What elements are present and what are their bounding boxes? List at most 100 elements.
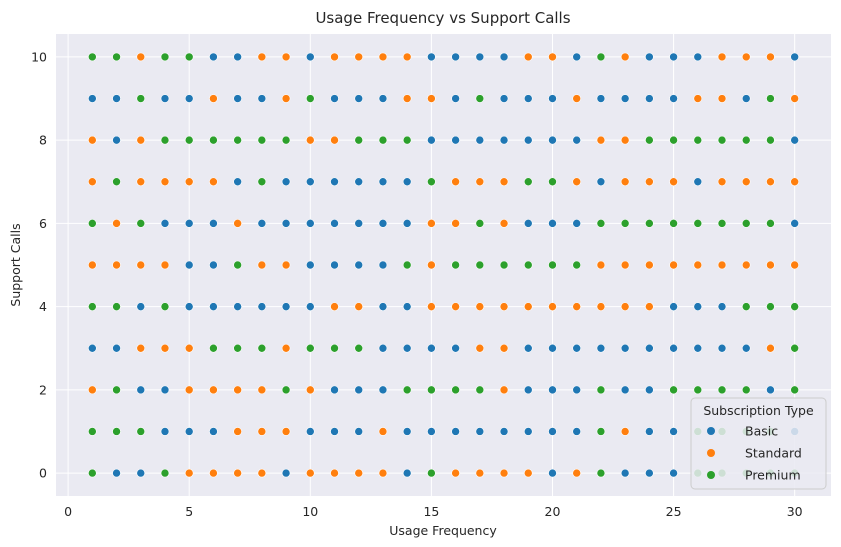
point-standard: [427, 94, 436, 103]
point-premium: [741, 219, 751, 228]
point-basic: [257, 94, 267, 103]
point-basic: [160, 94, 170, 103]
point-basic: [354, 219, 364, 228]
point-premium: [669, 219, 678, 228]
point-standard: [88, 260, 97, 270]
point-premium: [790, 385, 799, 395]
point-basic: [790, 219, 799, 228]
point-basic: [645, 427, 654, 436]
point-standard: [184, 385, 194, 395]
point-basic: [160, 385, 170, 395]
point-standard: [790, 260, 799, 270]
point-basic: [572, 427, 582, 436]
point-premium: [548, 177, 557, 187]
x-tick-label: 5: [185, 504, 193, 519]
point-premium: [717, 385, 727, 395]
point-basic: [209, 219, 218, 228]
point-premium: [136, 94, 146, 103]
point-premium: [669, 385, 678, 395]
point-standard: [330, 135, 339, 145]
point-premium: [88, 468, 97, 478]
point-basic: [88, 94, 97, 103]
point-standard: [475, 343, 485, 353]
point-basic: [620, 468, 630, 478]
legend: Subscription Type Basic Standard Premium: [690, 397, 827, 490]
point-standard: [620, 260, 630, 270]
point-standard: [766, 260, 775, 270]
point-basic: [741, 343, 751, 353]
point-basic: [136, 302, 146, 311]
point-standard: [88, 135, 97, 145]
data-points: [88, 52, 799, 478]
point-basic: [209, 260, 218, 270]
point-basic: [523, 94, 533, 103]
point-premium: [427, 385, 436, 395]
point-premium: [427, 177, 436, 187]
point-basic: [572, 135, 582, 145]
point-standard: [136, 177, 146, 187]
x-tick-label: 20: [545, 504, 561, 519]
point-standard: [305, 468, 315, 478]
point-basic: [693, 343, 703, 353]
point-standard: [184, 177, 194, 187]
point-basic: [572, 219, 582, 228]
point-standard: [427, 302, 436, 311]
point-basic: [281, 468, 291, 478]
point-basic: [669, 94, 678, 103]
point-basic: [402, 177, 412, 187]
point-basic: [209, 427, 218, 436]
point-basic: [112, 135, 121, 145]
point-premium: [330, 343, 339, 353]
point-premium: [741, 385, 751, 395]
point-basic: [596, 177, 606, 187]
point-standard: [741, 52, 751, 62]
point-basic: [548, 343, 557, 353]
point-basic: [572, 343, 582, 353]
point-standard: [184, 468, 194, 478]
point-basic: [572, 385, 582, 395]
point-basic: [451, 135, 460, 145]
point-premium: [257, 343, 267, 353]
point-basic: [257, 302, 267, 311]
point-basic: [402, 343, 412, 353]
point-basic: [354, 260, 364, 270]
x-tick-label: 15: [423, 504, 439, 519]
point-basic: [645, 385, 654, 395]
point-premium: [112, 177, 121, 187]
point-standard: [741, 177, 751, 187]
point-basic: [693, 52, 703, 62]
point-premium: [523, 260, 533, 270]
point-basic: [499, 52, 509, 62]
x-tick-label: 0: [64, 504, 72, 519]
point-standard: [499, 302, 509, 311]
y-tick-labels: 0 2 4 6 8 10: [31, 49, 47, 480]
point-basic: [548, 468, 557, 478]
point-standard: [378, 468, 388, 478]
point-basic: [620, 94, 630, 103]
legend-marker-basic: [707, 427, 715, 435]
point-standard: [499, 177, 509, 187]
point-basic: [136, 385, 146, 395]
point-basic: [305, 260, 315, 270]
point-basic: [160, 427, 170, 436]
point-standard: [499, 468, 509, 478]
point-basic: [693, 302, 703, 311]
point-premium: [766, 302, 775, 311]
point-premium: [427, 468, 436, 478]
point-standard: [233, 385, 242, 395]
point-basic: [305, 177, 315, 187]
point-basic: [645, 468, 654, 478]
point-premium: [766, 219, 775, 228]
point-basic: [451, 94, 460, 103]
point-premium: [160, 135, 170, 145]
legend-marker-standard: [707, 449, 715, 457]
point-standard: [523, 302, 533, 311]
x-tick-label: 25: [666, 504, 682, 519]
point-standard: [451, 219, 460, 228]
point-premium: [305, 343, 315, 353]
point-standard: [790, 94, 799, 103]
point-basic: [305, 219, 315, 228]
point-basic: [620, 343, 630, 353]
point-premium: [596, 219, 606, 228]
